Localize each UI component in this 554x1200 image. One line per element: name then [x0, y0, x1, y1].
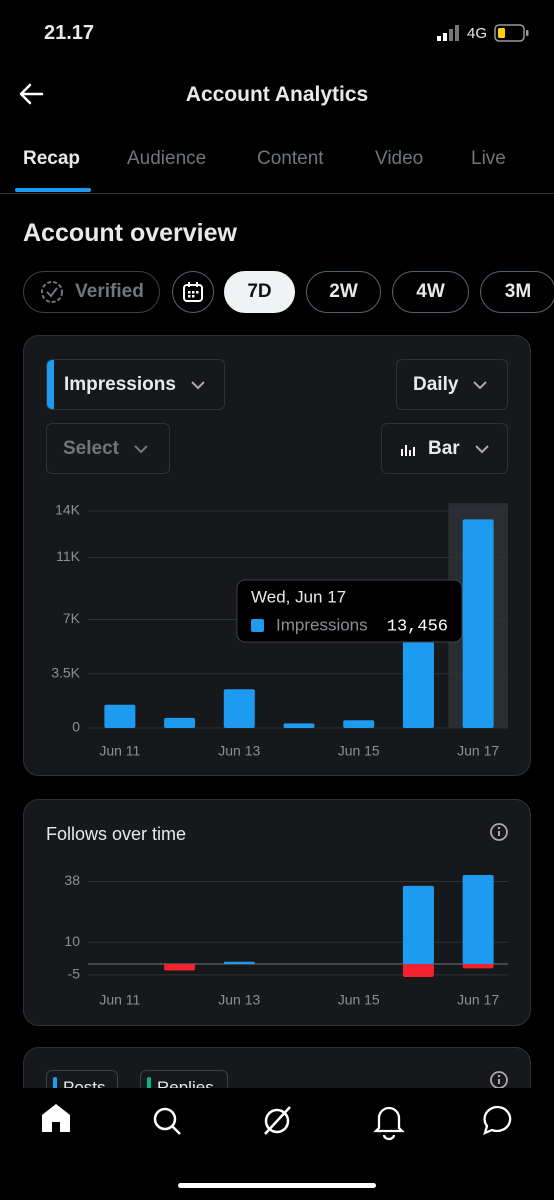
signal-icon [437, 25, 459, 41]
notifications-icon[interactable] [373, 1106, 405, 1141]
select-dropdown[interactable]: Select [46, 423, 170, 474]
x-tick-label: Jun 13 [218, 743, 260, 759]
tab-indicator [15, 188, 91, 192]
y-tick-label: 14K [55, 502, 81, 518]
dropdown-label: Bar [428, 437, 460, 459]
tooltip [236, 579, 463, 643]
header-title: Account Analytics [185, 83, 369, 106]
tab[interactable]: Video [375, 148, 424, 169]
status-network: 4G [467, 25, 488, 42]
grok-icon[interactable] [264, 1106, 291, 1135]
bar [343, 720, 375, 728]
filter-chip[interactable]: 4W [392, 271, 469, 313]
tab[interactable]: Content [257, 148, 324, 169]
tab[interactable]: Recap [23, 148, 81, 169]
y-tick-label: 3.5K [51, 664, 80, 680]
filter-label: 4W [416, 281, 445, 302]
nav-icons [42, 1104, 512, 1188]
tab[interactable]: Audience [127, 148, 207, 169]
dropdown-label: Select [63, 437, 119, 459]
home-icon[interactable] [42, 1104, 70, 1132]
charts-layer: 0 3.5K 7K 11K 14K Jun 11 Jun 13 Jun 15 Jun 17 Wed… [51, 502, 508, 1008]
x-tick-label: Jun 11 [99, 992, 140, 1008]
calendar-icon [183, 282, 203, 302]
bottom-nav [0, 1088, 554, 1200]
follows-card [23, 799, 531, 1026]
filter-label: Verified [75, 281, 144, 302]
x-tick-label: Jun 11 [99, 743, 140, 759]
status-time: 21.17 [44, 22, 95, 44]
bar [402, 627, 434, 728]
chevron [474, 444, 489, 453]
chevron [473, 380, 488, 389]
tooltip-title: Wed, Jun 17 [251, 587, 346, 606]
y-tick-label: -5 [68, 966, 81, 982]
search-icon[interactable] [153, 1107, 181, 1135]
bar [164, 963, 196, 971]
bar [462, 875, 494, 964]
y-tick-label: 11K [56, 548, 81, 564]
x-tick-label: Jun 15 [338, 992, 380, 1008]
home-indicator [178, 1183, 376, 1188]
x-tick-label: Jun 15 [338, 743, 380, 759]
y-tick-label: 0 [72, 719, 80, 735]
filter-chip[interactable]: 2W [306, 271, 381, 313]
x-tick-label: Jun 13 [218, 992, 260, 1008]
filter-chip[interactable]: 3M [480, 271, 554, 313]
chart-title: Follows over time [46, 824, 187, 844]
bar [402, 963, 434, 977]
bar [283, 723, 315, 728]
impressions-card [23, 335, 531, 776]
bar [462, 963, 494, 969]
bar [223, 961, 255, 964]
filter-label: 3M [504, 281, 532, 302]
section-title: Account overview [23, 219, 237, 247]
tooltip-value: 13,456 [387, 617, 448, 636]
filter-label: 7D [247, 281, 272, 302]
bar [223, 689, 255, 728]
chevron [191, 380, 205, 389]
filter-label: 2W [329, 281, 358, 302]
chart-type-dropdown[interactable]: Bar [381, 423, 508, 474]
verified-icon [41, 281, 64, 303]
tooltip-series: Impressions [276, 615, 368, 634]
tooltip-swatch [251, 619, 264, 632]
metric-dropdown[interactable]: Impressions [46, 359, 225, 410]
dropdown-label: Impressions [64, 373, 176, 395]
back-button[interactable] [18, 82, 46, 106]
y-tick-label: 38 [64, 872, 80, 888]
filter-chip[interactable]: Verified [23, 271, 160, 313]
interval-dropdown[interactable]: Daily [396, 359, 508, 410]
filter-chip-selected[interactable]: 7D [224, 271, 295, 313]
tab[interactable]: Live [471, 148, 506, 169]
tab-divider [0, 193, 554, 194]
bar-icon [401, 444, 415, 456]
x-tick-label: Jun 17 [457, 743, 499, 759]
bar [462, 519, 494, 728]
y-tick-label: 7K [63, 610, 81, 626]
y-tick-label: 10 [64, 933, 80, 949]
battery-icon [494, 24, 529, 42]
bar [104, 704, 136, 728]
bar [164, 717, 196, 728]
dropdown-label: Daily [413, 373, 459, 395]
info-icon[interactable] [488, 821, 510, 843]
x-tick-label: Jun 17 [457, 992, 499, 1008]
bar [402, 885, 434, 964]
chevron [134, 444, 148, 453]
calendar-chip[interactable] [172, 271, 214, 313]
messages-icon[interactable] [483, 1105, 512, 1136]
